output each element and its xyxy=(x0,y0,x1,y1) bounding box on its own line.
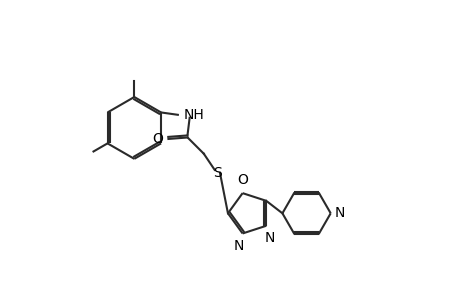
Text: O: O xyxy=(152,132,163,146)
Text: N: N xyxy=(264,231,274,245)
Text: S: S xyxy=(212,166,221,180)
Text: NH: NH xyxy=(183,108,203,122)
Text: N: N xyxy=(335,206,345,220)
Text: N: N xyxy=(233,239,244,253)
Text: O: O xyxy=(237,173,247,187)
